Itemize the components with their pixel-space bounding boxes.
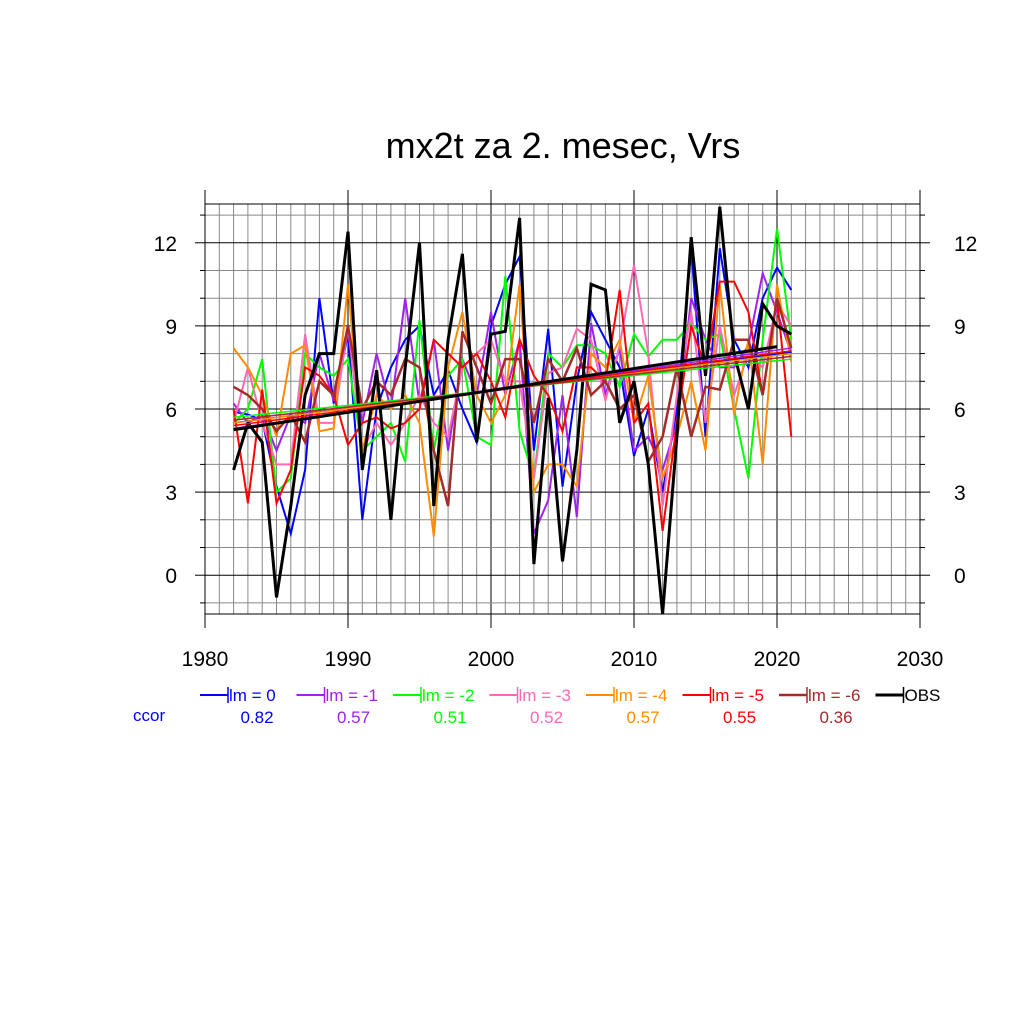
ccor-value: 0.36	[819, 708, 852, 727]
ccor-value: 0.57	[337, 708, 370, 727]
x-tick-label: 2030	[897, 648, 944, 671]
y-tick-label-right: 9	[954, 316, 966, 339]
series-line	[232, 297, 793, 507]
trend-line	[233, 345, 778, 432]
y-tick-label-right: 12	[954, 233, 977, 256]
ccor-value: 0.82	[240, 708, 273, 727]
legend-label: lm = -2	[422, 686, 474, 705]
x-tick-label: 2010	[611, 648, 658, 671]
x-tick-label: 2020	[754, 648, 801, 671]
legend-label: lm = -6	[808, 686, 860, 705]
y-tick-label-right: 3	[954, 482, 966, 505]
ccor-value: 0.57	[626, 708, 659, 727]
trend-lines	[233, 345, 792, 432]
chart-title: mx2t za 2. mesec, Vrs	[386, 125, 741, 166]
y-tick-label-left: 6	[165, 399, 177, 422]
ccor-value: 0.55	[723, 708, 756, 727]
series-line	[232, 206, 793, 615]
ccor-value: 0.51	[433, 708, 466, 727]
legend-label: lm = -3	[519, 686, 571, 705]
legend-label: lm = -5	[712, 686, 764, 705]
ccor-value: 0.52	[530, 708, 563, 727]
legend-label: lm = -1	[326, 686, 378, 705]
x-tick-label: 2000	[468, 648, 515, 671]
legend-label: OBS	[905, 686, 941, 705]
axes: 0 0 3 3 6 6 9 9 12 12 1980 1990 2000 2010 2020 2030	[154, 190, 977, 671]
ccor-label: ccor	[133, 706, 165, 725]
y-tick-label-right: 0	[954, 565, 966, 588]
y-tick-label-left: 9	[165, 316, 177, 339]
y-tick-label-right: 6	[954, 399, 966, 422]
series-line	[232, 280, 793, 532]
legend-label: lm = 0	[229, 686, 276, 705]
x-tick-label: 1980	[182, 648, 229, 671]
legend: lm = 0 0.82 lm = -1 0.57 lm = -2 0.51 lm = -3 0…	[133, 686, 940, 727]
x-tick-label: 1990	[325, 648, 372, 671]
legend-label: lm = -4	[615, 686, 667, 705]
y-tick-label-left: 3	[165, 482, 177, 505]
series-lines	[232, 206, 793, 615]
series-line	[232, 228, 793, 495]
y-tick-label-left: 0	[165, 565, 177, 588]
y-tick-label-left: 12	[154, 233, 177, 256]
